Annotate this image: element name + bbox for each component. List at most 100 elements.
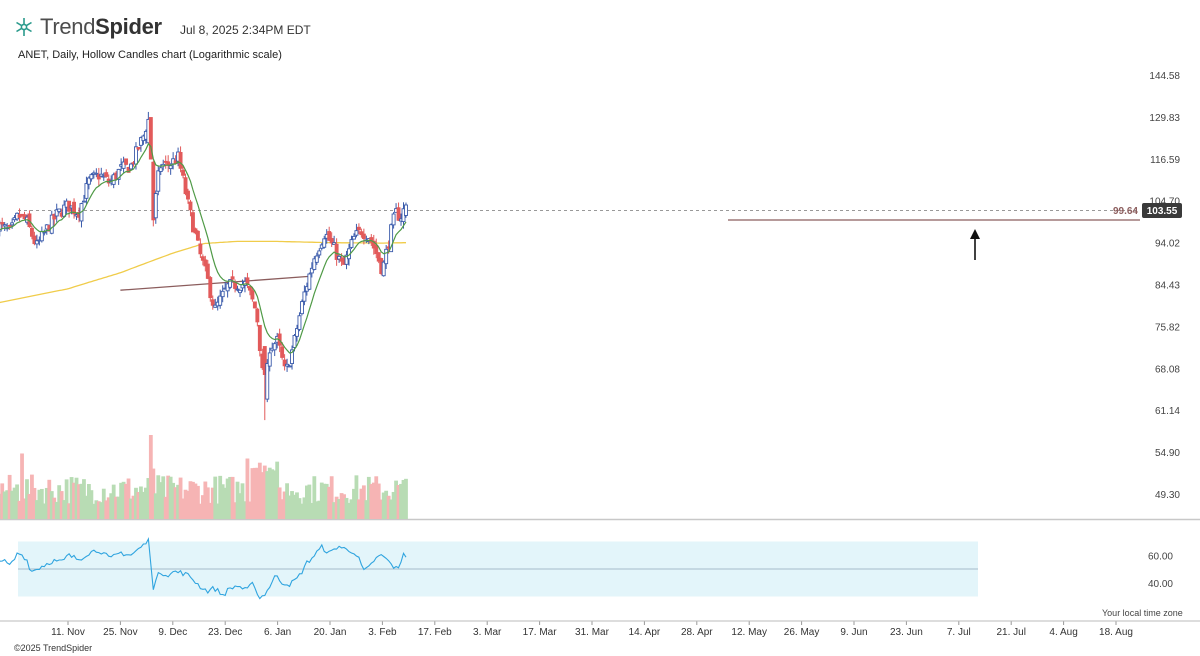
volume-bar	[163, 496, 168, 519]
volume-bar	[203, 481, 208, 519]
candle-body	[129, 163, 133, 170]
candle-body	[247, 286, 252, 291]
price-axis: 144.58 129.83 116.59 104.70 94.02 84.43 75.82 6…	[1149, 71, 1180, 501]
volume-bar	[349, 499, 354, 519]
candle-body	[138, 137, 143, 146]
volume-bar	[339, 493, 344, 519]
volume-bar	[257, 462, 262, 519]
candle-body	[332, 242, 337, 246]
candle-body	[309, 267, 314, 274]
candle-body	[257, 324, 262, 351]
volume-bar	[59, 491, 64, 519]
candle-body	[86, 177, 91, 185]
candle-body	[124, 158, 129, 165]
candle-body	[290, 349, 294, 364]
candle-body	[307, 273, 312, 290]
volume-bar	[156, 475, 161, 519]
volume-bar	[391, 491, 396, 519]
volume-bar	[342, 494, 346, 519]
copyright-text: ©2025 TrendSpider	[14, 643, 93, 653]
volume-bar	[2, 491, 7, 519]
candle-body	[267, 352, 272, 367]
volume-bar	[280, 499, 285, 519]
candlesticks	[0, 111, 408, 421]
volume-bar	[386, 495, 391, 519]
candle-body	[208, 277, 213, 299]
volume-bar	[394, 480, 398, 519]
volume-bar	[332, 502, 337, 519]
volume-bar	[106, 497, 111, 519]
volume-bar	[87, 484, 91, 519]
candle-body	[82, 200, 86, 203]
candle-body	[359, 231, 364, 236]
volume-bar	[74, 477, 79, 519]
volume-bar	[357, 499, 361, 519]
time-tick-label: 4. Aug	[1049, 627, 1077, 638]
volume-bar	[364, 500, 369, 519]
volume-bar	[213, 476, 218, 519]
time-tick-label: 20. Jan	[314, 627, 347, 638]
time-tick-label: 17. Feb	[418, 627, 452, 638]
volume-bar	[186, 490, 190, 519]
candle-body	[344, 254, 349, 265]
volume-bar	[183, 489, 188, 519]
candle-body	[148, 117, 153, 160]
last-price-badge	[1142, 203, 1182, 218]
volume-bar	[191, 481, 195, 519]
candle-body	[312, 258, 317, 270]
volume-bar	[228, 476, 233, 519]
candle-body	[255, 308, 260, 323]
volume-bar	[20, 453, 24, 519]
volume-bar	[131, 495, 136, 519]
last-price-label: 103.55	[1147, 206, 1178, 217]
candle-body	[314, 255, 319, 263]
volume-bar	[91, 503, 96, 519]
volume-bar	[72, 482, 76, 519]
volume-bars	[0, 435, 408, 519]
candle-body	[228, 279, 233, 288]
candle-body	[233, 282, 238, 289]
brand-name-light: Trend	[40, 14, 96, 39]
candle-body	[22, 214, 27, 220]
volume-bar	[230, 476, 235, 519]
candle-body	[354, 230, 359, 236]
volume-bar	[39, 488, 44, 519]
candle-body	[205, 263, 210, 279]
candle-body	[374, 244, 379, 255]
candle-body	[116, 168, 121, 180]
candle-body	[72, 201, 76, 215]
volume-bar	[379, 499, 384, 519]
volume-bar	[104, 500, 109, 519]
volume-bar	[69, 477, 74, 519]
price-tick-label: 54.90	[1155, 448, 1180, 459]
volume-bar	[361, 485, 366, 519]
candle-body	[178, 152, 183, 169]
candle-body	[322, 238, 327, 248]
volume-bar	[374, 476, 379, 519]
candle-body	[29, 227, 34, 237]
volume-bar	[178, 477, 183, 519]
volume-bar	[223, 487, 228, 519]
candle-body	[210, 299, 215, 306]
candle-body	[191, 212, 195, 233]
volume-bar	[96, 501, 101, 519]
time-tick-label: 9. Dec	[158, 627, 187, 638]
volume-bar	[158, 482, 163, 519]
volume-bar	[47, 479, 52, 519]
candle-body	[121, 161, 126, 169]
candle-body	[334, 243, 339, 260]
volume-bar	[17, 500, 22, 519]
volume-bar	[94, 500, 99, 519]
candle-body	[183, 177, 188, 195]
candle-body	[17, 214, 22, 218]
volume-bar	[215, 503, 220, 519]
candle-body	[195, 230, 200, 241]
volume-bar	[262, 465, 267, 519]
timezone-label[interactable]: Your local time zone	[1102, 608, 1183, 618]
volume-bar	[64, 479, 69, 519]
time-tick-label: 9. Jun	[840, 627, 867, 638]
candle-body	[280, 346, 285, 358]
volume-bar	[89, 490, 94, 519]
volume-bar	[334, 496, 339, 519]
